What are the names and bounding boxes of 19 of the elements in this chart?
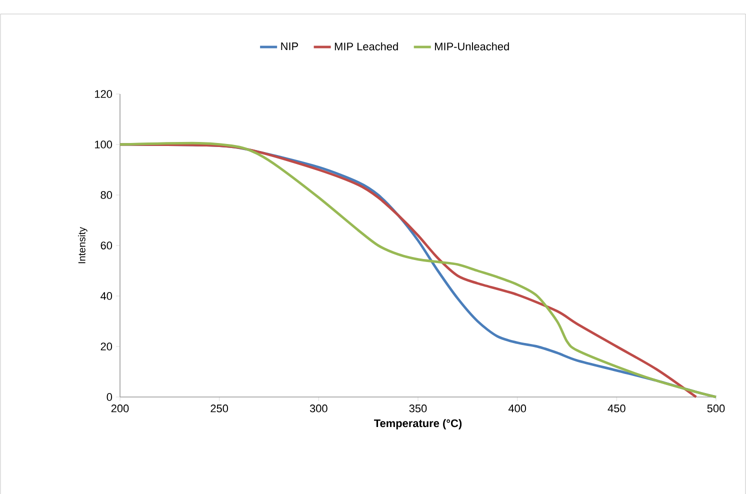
y-tick-label: 100	[95, 140, 112, 148]
x-tick-label: 350	[409, 404, 427, 412]
x-tick-label: 500	[707, 404, 725, 412]
x-axis-title: Temperature (°C)	[374, 419, 462, 430]
y-tick-label: 80	[100, 191, 112, 199]
legend-label: NIP	[281, 42, 298, 50]
legend-label: MIP-Unleached	[435, 42, 509, 50]
y-tick-label: 20	[100, 342, 112, 350]
x-tick-label: 200	[111, 404, 129, 412]
x-tick-label: 450	[608, 404, 626, 412]
y-tick-label: 40	[100, 292, 112, 300]
x-tick-label: 250	[210, 404, 228, 412]
x-tick-label: 400	[508, 404, 526, 412]
y-tick-label: 60	[100, 242, 112, 250]
x-tick-label: 300	[310, 404, 328, 412]
legend-label: MIP Leached	[334, 42, 398, 50]
y-tick-label: 120	[95, 90, 112, 98]
y-tick-label: 0	[106, 393, 112, 401]
y-axis-title: Intensity	[78, 226, 88, 264]
